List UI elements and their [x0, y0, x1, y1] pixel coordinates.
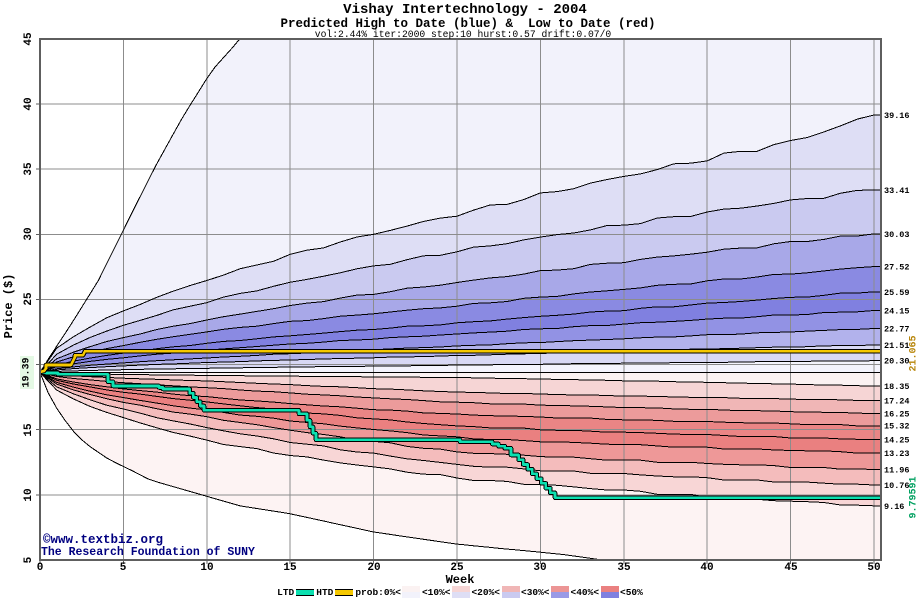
svg-text:17.24: 17.24: [884, 397, 910, 407]
svg-text:14.25: 14.25: [884, 436, 910, 446]
svg-text:24.15: 24.15: [884, 307, 910, 317]
svg-text:39.16: 39.16: [884, 111, 910, 121]
svg-text:27.52: 27.52: [884, 263, 910, 273]
svg-text:11.96: 11.96: [884, 465, 910, 475]
svg-text:25.59: 25.59: [884, 288, 910, 298]
svg-text:21.51: 21.51: [884, 341, 910, 351]
svg-text:15.32: 15.32: [884, 422, 910, 432]
svg-text:20.30: 20.30: [884, 357, 910, 367]
svg-text:18.35: 18.35: [884, 382, 910, 392]
svg-text:22.77: 22.77: [884, 325, 910, 335]
svg-text:30.03: 30.03: [884, 230, 910, 240]
svg-text:16.25: 16.25: [884, 409, 910, 419]
svg-text:9.16: 9.16: [884, 502, 904, 512]
svg-text:10.76: 10.76: [884, 481, 910, 491]
svg-text:33.41: 33.41: [884, 186, 910, 196]
svg-text:13.23: 13.23: [884, 449, 910, 459]
